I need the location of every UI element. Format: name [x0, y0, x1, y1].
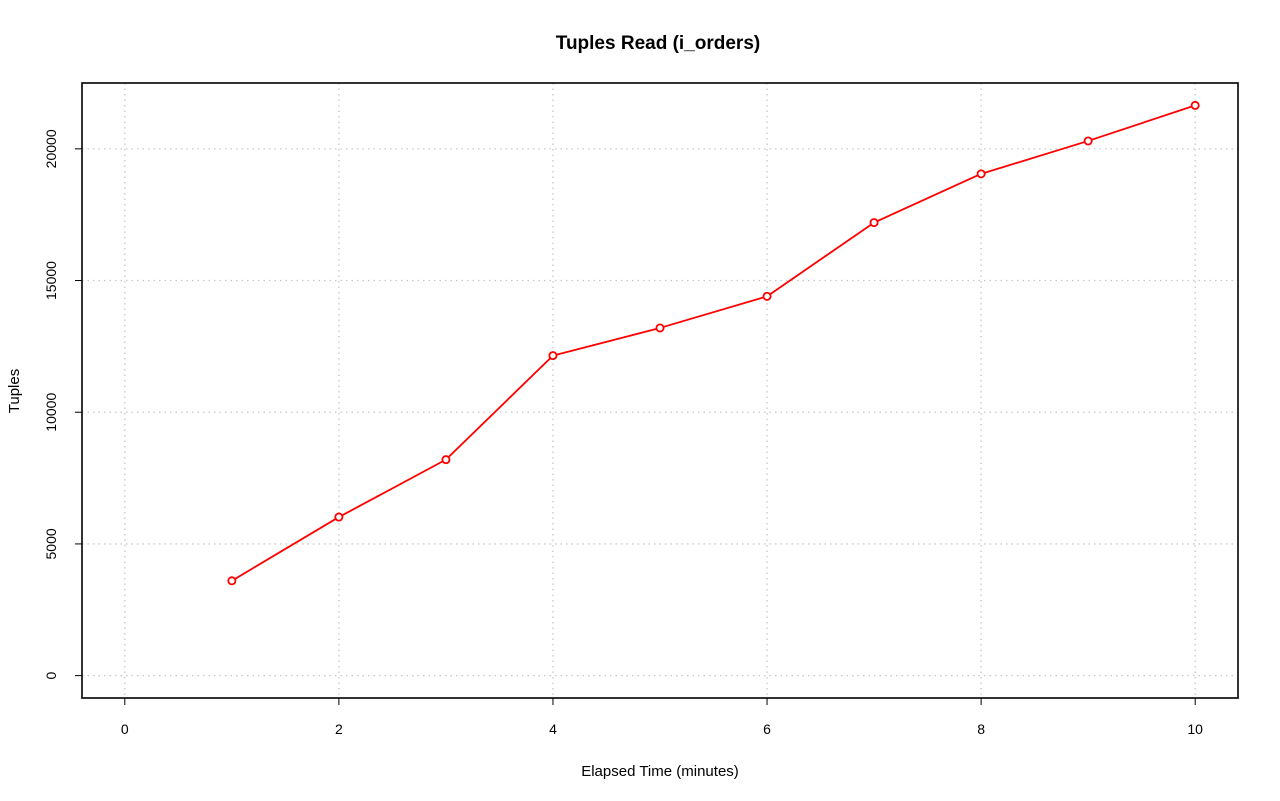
y-axis-title: Tuples [6, 369, 23, 413]
y-tick-label: 0 [43, 672, 59, 680]
data-series [227, 100, 1200, 586]
y-tick-label: 5000 [43, 528, 59, 559]
x-tick-label: 2 [335, 721, 343, 737]
data-point [441, 455, 451, 465]
series-line [231, 104, 1196, 582]
x-tick-label: 4 [549, 721, 557, 737]
plot-frame [81, 82, 1239, 699]
data-point [762, 291, 772, 301]
x-tick-label: 8 [977, 721, 985, 737]
data-point [334, 512, 344, 522]
x-axis-title: Elapsed Time (minutes) [581, 763, 739, 780]
y-tick-label: 20000 [43, 129, 59, 168]
axes: 0 2 4 6 8 10 0 5000 10000 15000 20000 [43, 129, 1203, 737]
y-tick-label: 10000 [43, 393, 59, 432]
chart-title: Tuples Read (i_orders) [556, 33, 760, 54]
data-point [1190, 100, 1200, 110]
data-point [976, 169, 986, 179]
data-point [655, 323, 665, 333]
data-point [227, 576, 237, 586]
x-tick-label: 0 [121, 721, 129, 737]
data-point [1083, 136, 1093, 146]
data-point [548, 351, 558, 361]
y-tick-label: 15000 [43, 261, 59, 300]
grid-lines [82, 83, 1238, 698]
x-tick-label: 10 [1187, 721, 1203, 737]
data-point [869, 218, 879, 228]
x-tick-label: 6 [763, 721, 771, 737]
